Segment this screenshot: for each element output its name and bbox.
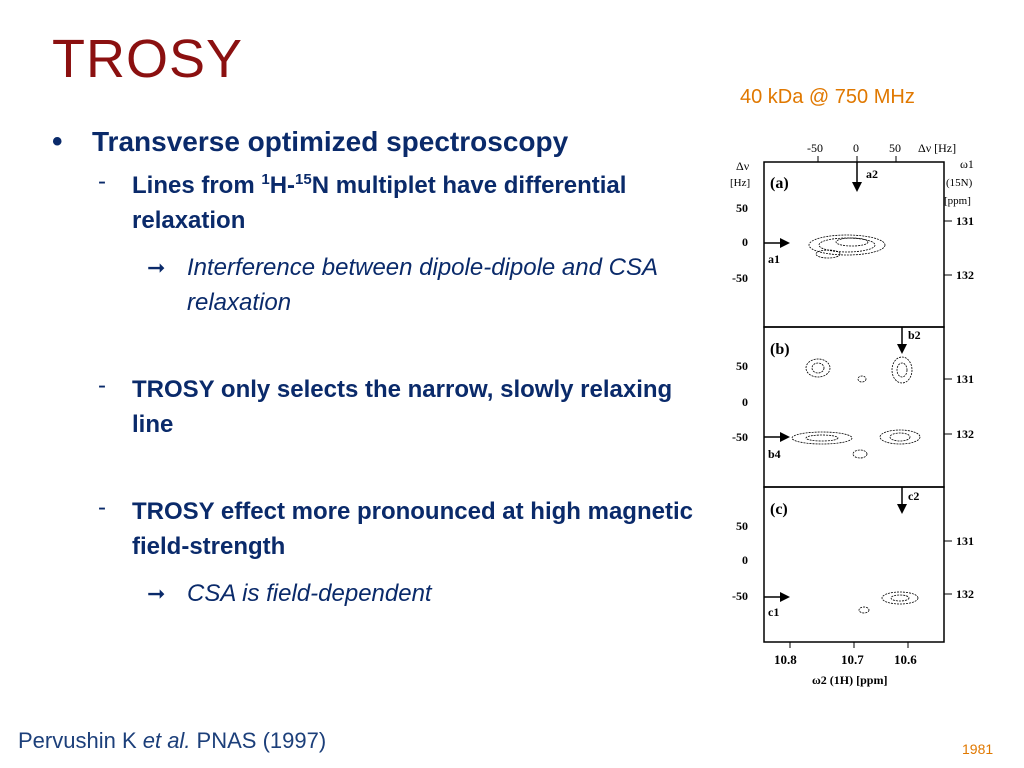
sub-sub-bullet-3-text: CSA is field-dependent: [187, 580, 432, 607]
panel-c-arrow-top: c2: [908, 489, 919, 503]
left-axis-label: Δν: [736, 159, 750, 173]
sub-bullet-1-text-a: Lines from: [132, 172, 262, 199]
panel-c-frame: [763, 486, 945, 643]
superscript-15: 15: [295, 171, 312, 188]
bullet-dot-icon: •: [52, 125, 63, 158]
panel-c-tick-132: 132: [956, 587, 974, 601]
panel-a-arrow-top: a2: [866, 167, 878, 181]
sub-sub-bullet-1-text: Interference between dipole-dipole and C…: [187, 254, 658, 316]
panel-b-arrow-top: b2: [908, 328, 921, 342]
bottom-tick-10-7: 10.7: [841, 652, 864, 667]
panel-b-arrow-left: b4: [768, 447, 781, 461]
panel-c-tick-0: 0: [742, 553, 748, 567]
field-strength-note: 40 kDa @ 750 MHz: [740, 86, 915, 108]
panel-a-tick-131: 131: [956, 214, 974, 228]
trosy-spectra-figure: -50 0 50 Δν [Hz] ω1 (15N) [ppm] Δν [Hz] …: [730, 141, 974, 687]
sub-bullet-1-text-c: N multiplet have differential relaxation: [132, 172, 627, 234]
citation-authors: Pervushin K: [18, 728, 143, 753]
page-number: 1981: [962, 741, 994, 757]
top-tick-50: 50: [889, 141, 901, 155]
panel-c-label: (c): [770, 501, 788, 518]
slide-title: TROSY: [52, 29, 244, 89]
n15-label: (15N): [946, 177, 973, 189]
sub-sub-bullet-1: ➞ Interference between dipole-dipole and…: [52, 250, 712, 320]
panel-b-tick-132: 132: [956, 427, 974, 441]
citation-journal: PNAS (1997): [190, 728, 327, 753]
dash-icon: -: [98, 494, 106, 521]
top-axis-label: Δν [Hz]: [918, 141, 956, 155]
panel-a-tick-50: 50: [736, 201, 748, 215]
top-tick-0: 0: [853, 141, 859, 155]
panel-c-peaks: [858, 591, 919, 614]
citation: Pervushin K et al. PNAS (1997): [18, 728, 326, 754]
panel-b-tick-0: 0: [742, 395, 748, 409]
left-axis-unit: [Hz]: [730, 177, 750, 189]
panel-a-frame: [763, 161, 945, 328]
panel-a-label: (a): [770, 175, 789, 192]
panel-c-tick-131: 131: [956, 534, 974, 548]
panel-a-tick-neg50: -50: [732, 271, 748, 285]
panel-c-tick-50: 50: [736, 519, 748, 533]
sub-bullet-2-text: TROSY only selects the narrow, slowly re…: [132, 376, 673, 438]
arrow-right-icon: [780, 592, 790, 602]
sub-bullet-1-text-b: H-: [269, 172, 296, 199]
bullet-list: • Transverse optimized spectroscopy - Li…: [52, 124, 712, 611]
citation-etal: et al.: [142, 728, 191, 753]
panel-b-label: (b): [770, 341, 790, 358]
panel-b-tick-50: 50: [736, 359, 748, 373]
dash-icon: -: [98, 168, 106, 195]
top-tick-neg50: -50: [807, 141, 823, 155]
panel-a-tick-0: 0: [742, 235, 748, 249]
panel-b-tick-131: 131: [956, 372, 974, 386]
arrow-right-icon: [780, 432, 790, 442]
arrow-down-icon: [897, 344, 907, 354]
ppm-label: [ppm]: [944, 195, 971, 207]
panel-b-peaks: [791, 356, 921, 459]
sub-bullet-3: - TROSY effect more pronounced at high m…: [52, 494, 712, 564]
arrow-down-icon: [852, 182, 862, 192]
sub-bullet-1: - Lines from 1H-15N multiplet have diffe…: [52, 168, 712, 238]
panel-a-peaks: [808, 234, 886, 259]
dash-icon: -: [98, 372, 106, 399]
sub-bullet-3-text: TROSY effect more pronounced at high mag…: [132, 498, 693, 560]
panel-b-frame: [763, 326, 945, 488]
panel-a-tick-132: 132: [956, 268, 974, 282]
sub-bullet-2: - TROSY only selects the narrow, slowly …: [52, 372, 712, 442]
panel-c-arrow-left: c1: [768, 605, 779, 619]
arrow-icon: ➞: [147, 255, 166, 280]
bottom-axis-label: ω2 (1H) [ppm]: [812, 673, 887, 687]
panel-b-tick-neg50: -50: [732, 430, 748, 444]
panel-a-arrow-left: a1: [768, 252, 780, 266]
bullet-main: • Transverse optimized spectroscopy: [52, 124, 712, 160]
bottom-tick-10-8: 10.8: [774, 652, 797, 667]
arrow-icon: ➞: [147, 581, 166, 606]
omega1-label: ω1: [960, 157, 974, 171]
bottom-tick-10-6: 10.6: [894, 652, 917, 667]
arrow-down-icon: [897, 504, 907, 514]
arrow-right-icon: [780, 238, 790, 248]
bullet-main-text: Transverse optimized spectroscopy: [92, 126, 569, 157]
superscript-1: 1: [261, 171, 270, 188]
panel-c-tick-neg50: -50: [732, 589, 748, 603]
sub-sub-bullet-3: ➞ CSA is field-dependent: [52, 576, 712, 611]
